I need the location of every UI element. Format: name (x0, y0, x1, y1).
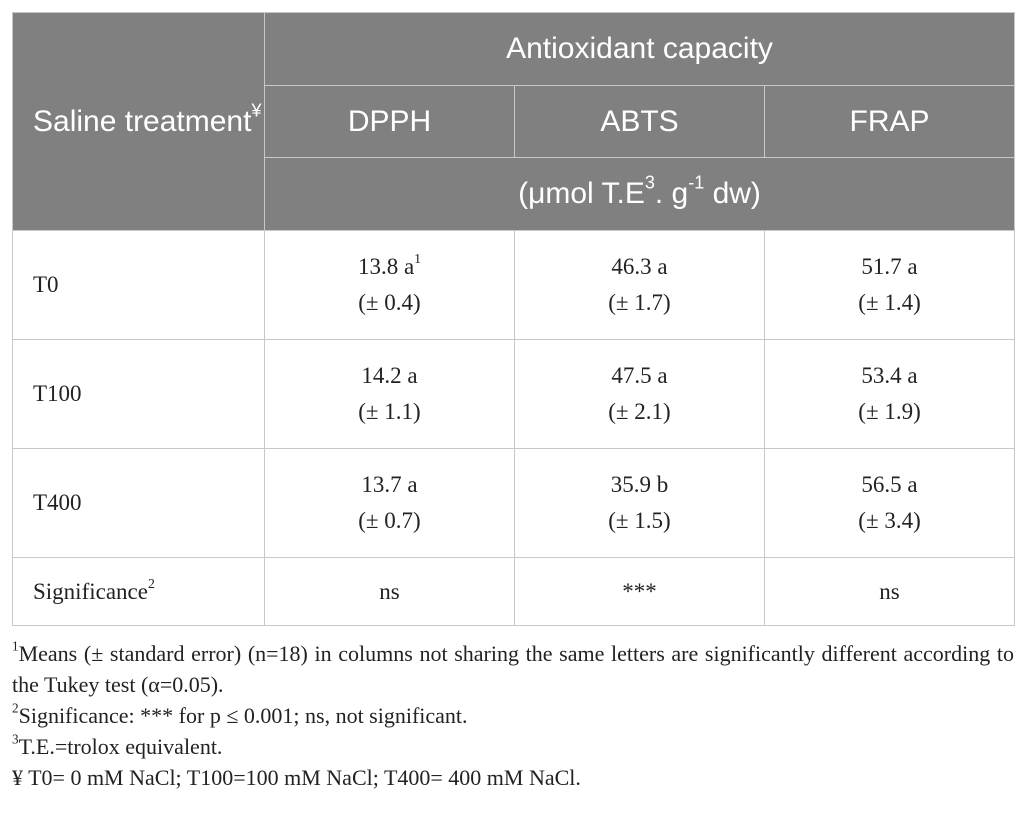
footnote: 3T.E.=trolox equivalent. (12, 731, 1014, 762)
row-label: Significance2 (12, 557, 265, 626)
table-head: Saline treatment¥ Antioxidant capacity D… (12, 12, 1016, 231)
column-header: ABTS (514, 85, 765, 158)
cell-mean: 53.4 a (861, 363, 918, 388)
unit-sup: -1 (688, 172, 705, 193)
footnote: 2Significance: *** for p ≤ 0.001; ns, no… (12, 700, 1014, 731)
cell-mean-line: 51.7 a (765, 249, 1014, 285)
cell-se: (± 0.7) (358, 508, 421, 533)
footnotes: 1Means (± standard error) (n=18) in colu… (12, 638, 1014, 793)
cell-mean: 51.7 a (861, 254, 918, 279)
cell: 14.2 a (± 1.1) (264, 339, 515, 449)
cell-se: (± 3.4) (858, 508, 921, 533)
data-table: Saline treatment¥ Antioxidant capacity D… (12, 12, 1016, 626)
unit-header: (μmol T.E3. g-1 dw) (263, 157, 1016, 231)
cell-se: (± 2.1) (608, 399, 671, 424)
cell-mean: 13.8 a (357, 254, 415, 279)
cell: 35.9 b (± 1.5) (514, 448, 765, 558)
significance-value: ns (264, 557, 515, 626)
cell-mean-line: 53.4 a (765, 358, 1014, 394)
cell: 51.7 a (± 1.4) (763, 230, 1016, 340)
row-label: T400 (12, 448, 265, 558)
footnote-text: ¥ T0= 0 mM NaCl; T100=100 mM NaCl; T400=… (12, 765, 581, 790)
cell: 56.5 a (± 3.4) (763, 448, 1016, 558)
unit-sup: 3 (644, 172, 655, 193)
row-label: T0 (12, 230, 265, 340)
significance-value: ns (763, 557, 1016, 626)
footnote-mark: 1 (12, 638, 19, 654)
footnote-mark: 3 (12, 731, 19, 747)
row-header-mark: ¥ (251, 100, 262, 121)
footnote-mark: 2 (12, 700, 19, 716)
cell: 46.3 a (± 1.7) (514, 230, 765, 340)
cell-mean-line: 46.3 a (515, 249, 764, 285)
row-header-text: Saline treatment (33, 104, 252, 138)
footnote-text: Means (± standard error) (n=18) in colum… (12, 641, 1014, 697)
cell-mean-line: 35.9 b (515, 467, 764, 503)
cell-se: (± 1.4) (858, 290, 921, 315)
table-row: T0 13.8 a1 (± 0.4) 46.3 a (± 1.7) 51.7 a (± 1.… (12, 230, 1016, 340)
cell-mean: 47.5 a (611, 363, 668, 388)
table-row: T400 13.7 a (± 0.7) 35.9 b (± 1.5) 56.5 a (± 3… (12, 448, 1016, 558)
unit-text: dw) (704, 177, 761, 210)
significance-value: *** (514, 557, 765, 626)
cell-mean-line: 47.5 a (515, 358, 764, 394)
row-header: Saline treatment¥ (12, 12, 265, 231)
row-label: T100 (12, 339, 265, 449)
column-header: DPPH (264, 85, 515, 158)
footnote: 1Means (± standard error) (n=18) in colu… (12, 638, 1014, 700)
unit-text: . g (654, 177, 689, 210)
cell: 13.7 a (± 0.7) (264, 448, 515, 558)
cell: 53.4 a (± 1.9) (763, 339, 1016, 449)
cell: 13.8 a1 (± 0.4) (264, 230, 515, 340)
significance-mark: 2 (147, 575, 155, 591)
column-header: FRAP (763, 85, 1016, 158)
footnote: ¥ T0= 0 mM NaCl; T100=100 mM NaCl; T400=… (12, 762, 1014, 793)
cell-mean: 35.9 b (610, 472, 669, 497)
cell-se: (± 1.1) (358, 399, 421, 424)
cell-mean: 14.2 a (361, 363, 418, 388)
unit-text: (μmol T.E (518, 177, 645, 210)
footnote-text: Significance: *** for p ≤ 0.001; ns, not… (18, 703, 468, 728)
cell-se: (± 0.4) (358, 290, 421, 315)
cell-mean-line: 13.8 a1 (265, 249, 514, 285)
cell-se: (± 1.9) (858, 399, 921, 424)
cell: 47.5 a (± 2.1) (514, 339, 765, 449)
cell-se: (± 1.7) (608, 290, 671, 315)
significance-label: Significance (33, 578, 148, 604)
cell-mean: 13.7 a (361, 472, 418, 497)
cell-note: 1 (414, 250, 422, 266)
footnote-text: T.E.=trolox equivalent. (18, 734, 223, 759)
significance-row: Significance2 ns *** ns (12, 557, 1016, 626)
cell-mean: 56.5 a (861, 472, 918, 497)
cell-se: (± 1.5) (608, 508, 671, 533)
cell-mean-line: 14.2 a (265, 358, 514, 394)
cell-mean-line: 56.5 a (765, 467, 1014, 503)
cell-mean: 46.3 a (611, 254, 668, 279)
group-header: Antioxidant capacity (263, 12, 1016, 86)
table-body: T0 13.8 a1 (± 0.4) 46.3 a (± 1.7) 51.7 a (± 1.… (12, 230, 1016, 626)
table-row: T100 14.2 a (± 1.1) 47.5 a (± 2.1) 53.4 a (± 1… (12, 339, 1016, 449)
cell-mean-line: 13.7 a (265, 467, 514, 503)
